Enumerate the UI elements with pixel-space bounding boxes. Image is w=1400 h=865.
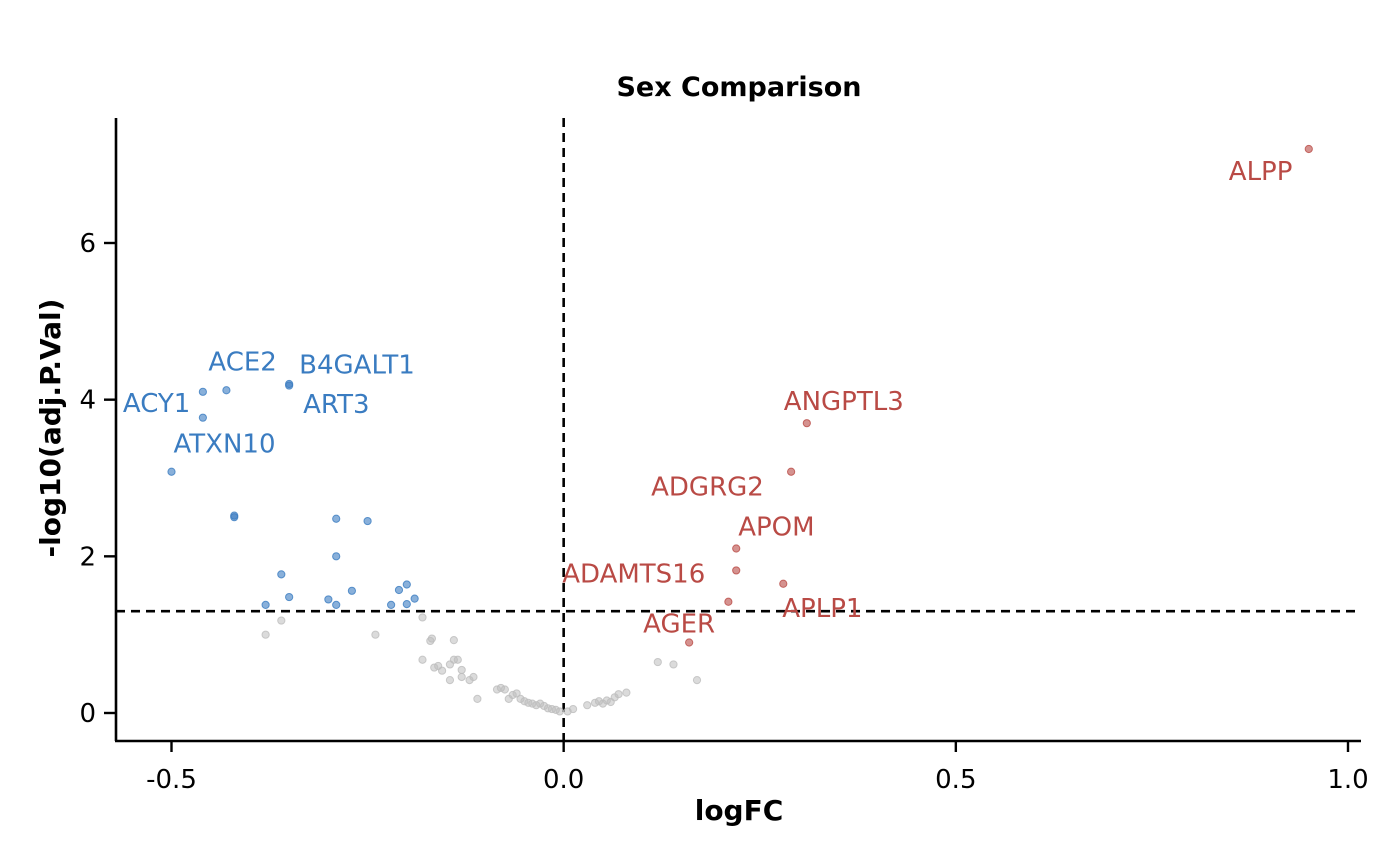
data-point-down (261, 600, 270, 610)
data-point-ns (457, 665, 466, 675)
threshold-lines (116, 118, 1361, 741)
data-point-up (1304, 144, 1313, 154)
data-point-down (387, 600, 396, 610)
data-point-ns (555, 707, 564, 716)
data-point-ns (449, 636, 458, 645)
x-tick-label: -0.5 (146, 765, 197, 795)
x-tick-label: 1.0 (1327, 765, 1368, 795)
data-point-up (787, 467, 796, 476)
data-point-down (230, 511, 239, 520)
data-point-ns (457, 672, 466, 682)
gene-labels: ALPP ANGPTL3 ADGRG2 APOM ADAMTS16 APLP1 AGER AC… (123, 157, 1293, 640)
data-point-down (363, 516, 372, 526)
data-point-down (277, 570, 286, 579)
data-point-ns (692, 676, 702, 685)
data-point-up (685, 638, 694, 647)
gene-label-acy1: ACY1 (123, 389, 190, 419)
data-point-ns (512, 689, 521, 698)
data-point-down (402, 600, 411, 609)
data-point-down (285, 592, 294, 602)
data-point-down (198, 387, 207, 396)
data-point-ns (261, 630, 270, 639)
data-point-ns (453, 655, 462, 664)
data-point-down (347, 586, 356, 595)
y-axis-title: -log10(adj.P.Val) (34, 299, 67, 558)
data-point-up (779, 579, 788, 588)
data-point-ns (500, 685, 509, 694)
data-point-down (324, 595, 333, 604)
data-point-down (222, 386, 231, 395)
gene-label-ace2: ACE2 (208, 347, 276, 377)
data-points (167, 144, 1313, 716)
gene-label-b4galt1: B4GALT1 (299, 351, 415, 381)
data-point-ns (277, 616, 286, 625)
data-point-ns (669, 660, 678, 669)
gene-label-angptl3: ANGPTL3 (784, 387, 904, 417)
data-point-up (802, 419, 811, 428)
data-point-down (332, 552, 341, 561)
data-point-down (402, 580, 411, 589)
gene-label-aplp1: APLP1 (782, 594, 862, 624)
data-point-down (167, 467, 176, 476)
y-tick-label: 6 (79, 229, 96, 259)
y-tick-label: 0 (79, 699, 96, 729)
data-point-ns (418, 655, 427, 664)
data-point-ns (473, 694, 482, 704)
data-point-down (285, 381, 294, 390)
data-point-ns (371, 630, 380, 639)
x-axis-title: logFC (695, 794, 784, 827)
gene-label-ager: AGER (643, 610, 715, 640)
data-point-up (724, 597, 733, 606)
data-point-ns (583, 701, 592, 710)
gene-label-adgrg2: ADGRG2 (651, 473, 764, 503)
data-point-down (332, 514, 341, 523)
data-point-up (732, 566, 741, 575)
x-tick-label: 0.5 (935, 765, 976, 795)
chart-title: Sex Comparison (616, 72, 861, 103)
data-point-ns (418, 613, 427, 622)
data-point-down (394, 585, 404, 595)
y-tick-label: 2 (79, 542, 96, 572)
data-point-ns (437, 666, 447, 675)
axes: -0.5 0.0 0.5 1.0 0 2 4 6 (79, 118, 1369, 795)
x-tick-label: 0.0 (543, 765, 584, 795)
y-tick-label: 4 (79, 386, 96, 416)
data-point-down (198, 413, 207, 422)
data-point-ns (427, 634, 436, 643)
gene-label-adamts16: ADAMTS16 (562, 559, 705, 589)
data-point-ns (445, 676, 455, 685)
gene-label-art3: ART3 (303, 390, 369, 420)
data-point-down (410, 594, 419, 603)
data-point-up (732, 544, 741, 553)
gene-label-apom: APOM (738, 513, 814, 543)
gene-label-atxn10: ATXN10 (174, 430, 276, 460)
data-point-down (332, 600, 341, 610)
gene-label-alpp: ALPP (1229, 157, 1293, 187)
data-point-ns (568, 704, 578, 714)
data-point-ns (469, 672, 478, 682)
data-point-ns (622, 688, 631, 697)
data-point-ns (653, 657, 662, 667)
data-point-ns (614, 690, 623, 699)
